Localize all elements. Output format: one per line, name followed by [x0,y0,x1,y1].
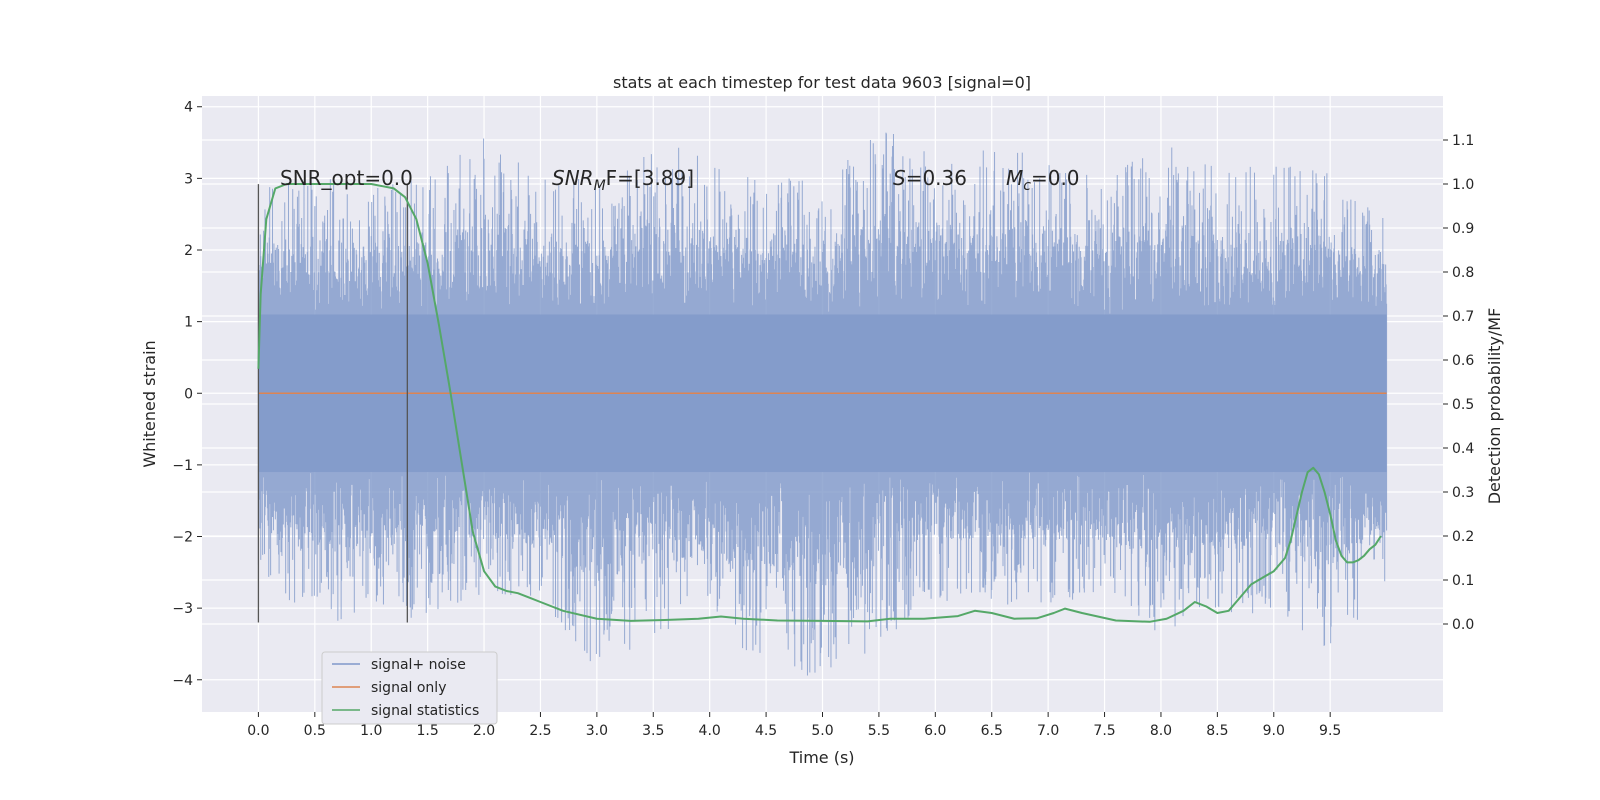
x-tick-label: 6.0 [924,723,946,739]
legend-label-signal-only: signal only [371,680,446,696]
x-tick-label: 0.5 [304,723,326,739]
right-axis-ticks: 0.0 0.1 0.2 0.3 0.4 0.5 0.6 0.7 0.8 0.9 1.0 1.1 [1443,133,1474,633]
x-tick-label: 7.5 [1093,723,1115,739]
x-tick-label: 7.0 [1037,723,1059,739]
x-tick-label: 1.5 [417,723,439,739]
annotation-s: S=0.36 [893,166,967,190]
x-tick-label: 4.0 [699,723,721,739]
right-tick-label: 0.1 [1452,573,1474,589]
right-tick-label: 0.0 [1452,617,1474,633]
x-tick-label: 9.0 [1263,723,1285,739]
right-tick-label: 0.7 [1452,309,1474,325]
right-tick-label: 0.4 [1452,441,1474,457]
x-tick-label: 5.0 [811,723,833,739]
left-tick-label: −2 [172,530,193,546]
left-tick-label: 0 [184,386,193,402]
signal-statistics-line [257,183,1382,623]
x-tick-label: 2.0 [473,723,495,739]
x-tick-label: 5.5 [868,723,890,739]
left-axis-label: Whitened strain [140,340,159,467]
right-tick-label: 0.9 [1452,221,1474,237]
x-tick-label: 3.0 [586,723,608,739]
annotation-snr-opt: SNR_opt=0.0 [280,166,413,190]
x-tick-label: 0.0 [247,723,269,739]
x-tick-label: 2.5 [529,723,551,739]
x-tick-label: 8.5 [1206,723,1228,739]
right-tick-label: 0.3 [1452,485,1474,501]
annotation-snr-mf: SNRMF=[3.89] [552,166,694,194]
right-tick-label: 0.8 [1452,265,1474,281]
annotation-mc: Mc=0.0 [1006,166,1080,194]
vertical-markers [257,184,408,623]
right-tick-label: 1.1 [1452,133,1474,149]
left-tick-label: −1 [172,458,193,474]
x-tick-label: 6.5 [981,723,1003,739]
legend-label-signal-statistics: signal statistics [371,703,479,719]
x-axis-label: Time (s) [788,748,854,767]
x-tick-label: 1.0 [360,723,382,739]
legend-label-signal-noise: signal+ noise [371,657,466,673]
left-tick-label: 4 [184,100,193,116]
x-tick-label: 8.0 [1150,723,1172,739]
right-tick-label: 0.5 [1452,397,1474,413]
right-axis-label: Detection probability/MF [1485,308,1504,505]
x-tick-label: 4.5 [755,723,777,739]
left-axis-ticks: −4 −3 −2 −1 0 1 2 3 4 [172,100,202,689]
left-tick-label: −4 [172,673,193,689]
signal-statistics-series [257,183,1382,623]
legend-box [321,651,498,725]
right-tick-label: 1.0 [1452,177,1474,193]
legend: signal+ noise signal only signal statist… [321,651,498,725]
x-tick-label: 3.5 [642,723,664,739]
x-tick-label: 9.5 [1319,723,1341,739]
chart-title: stats at each timestep for test data 960… [613,73,1031,92]
right-tick-label: 0.2 [1452,529,1474,545]
left-tick-label: 1 [184,315,193,331]
right-tick-label: 0.6 [1452,353,1474,369]
left-tick-label: 2 [184,243,193,259]
left-tick-label: 3 [184,171,193,187]
left-tick-label: −3 [172,601,193,617]
x-axis-ticks: 0.0 0.5 1.0 1.5 2.0 2.5 3.0 3.5 4.0 4.5 5.0 5.5 6.0 6… [247,712,1341,739]
